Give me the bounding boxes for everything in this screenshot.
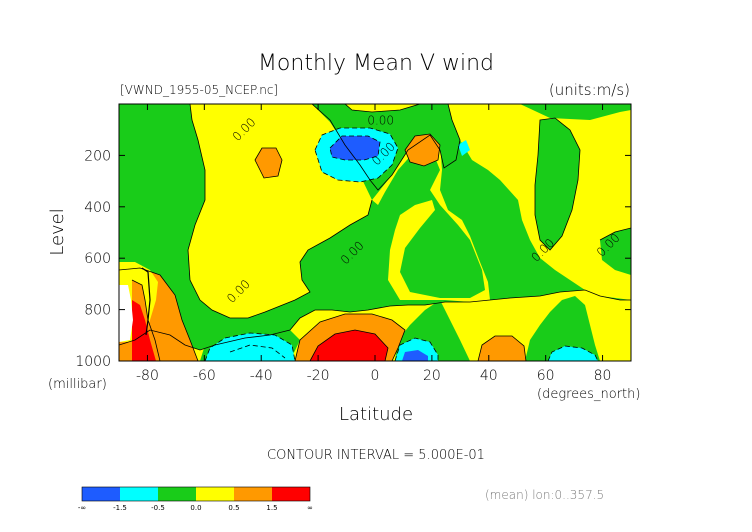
field-green-lower-right [525, 296, 600, 361]
y-tick-label: 400 [84, 200, 111, 216]
field-green-right-tongue [535, 118, 580, 250]
field-orange-lower-right [478, 336, 526, 361]
field-green-far-right [600, 228, 631, 275]
y-tick-label: 1000 [75, 354, 111, 370]
chart-title: Monthly Mean V wind [258, 51, 494, 76]
x-tick-label: -60 [193, 368, 216, 384]
x-tick-label: -80 [136, 368, 159, 384]
x-tick-label: 60 [537, 368, 555, 384]
field-cyan-lower-left [205, 333, 295, 361]
colorbar-swatch-0 [82, 487, 120, 501]
colorbar-label: 0.5 [228, 504, 239, 512]
x-tick-label: 80 [594, 368, 612, 384]
field-yellow-center [372, 135, 490, 302]
colorbar-label: -∞ [78, 504, 86, 512]
chart-subtitle-right: (units:m/s) [549, 81, 630, 99]
field-white-missing [119, 285, 133, 342]
colorbar-label: -1.5 [113, 504, 127, 512]
y-tick-label: 600 [84, 251, 111, 267]
contour-lines [119, 104, 631, 361]
colorbar-swatch-1 [120, 487, 158, 501]
field-orange-upper-center [405, 134, 440, 166]
x-axis: -80 -60 -40 -20 0 20 40 60 80 [136, 104, 611, 384]
x-tick-label: 0 [371, 368, 380, 384]
x-axis-label: Latitude [339, 404, 413, 425]
y-axis: 200 400 600 800 1000 [75, 148, 631, 370]
colorbar-label: 1.5 [266, 504, 277, 512]
field-orange-upper-left [255, 148, 282, 178]
colorbar-frame [81, 486, 311, 502]
colorbar-swatch-2 [158, 487, 196, 501]
contour-label-0: 0.00 [367, 114, 394, 128]
field-blue-upper [330, 136, 380, 160]
contour-interval: CONTOUR INTERVAL = 5.000E-01 [267, 448, 485, 463]
y-axis-units: (millibar) [48, 377, 107, 392]
x-tick-label: 40 [480, 368, 498, 384]
y-tick-label: 200 [84, 148, 111, 164]
y-tick-label: 800 [84, 303, 111, 319]
field-red-center [310, 330, 388, 361]
field-red-left [132, 300, 156, 361]
colorbar-label: ∞ [307, 504, 313, 512]
x-tick-label: -20 [307, 368, 330, 384]
colorbar: -∞ -1.5 -0.5 0.0 0.5 1.5 ∞ [78, 486, 313, 512]
colorbar-swatch-4 [234, 487, 272, 501]
x-tick-label: -40 [250, 368, 273, 384]
colorbar-label: -0.5 [151, 504, 165, 512]
field-blue-lower-center [402, 350, 428, 361]
x-axis-units: (degrees_north) [537, 387, 640, 402]
field-yellow-sliver [345, 104, 420, 112]
field-cyan-lower-right [548, 346, 598, 361]
field-cyan-small [458, 140, 470, 156]
x-tick-label: 20 [423, 368, 441, 384]
colorbar-label: 0.0 [190, 504, 201, 512]
contour-lines-negative [204, 127, 599, 361]
colorbar-swatch-5 [272, 487, 310, 501]
plot-area: 0.000.000.000.000.000.00 0.00 [119, 104, 631, 361]
y-axis-label: Level [47, 208, 68, 256]
chart-subtitle-left: [VWND_1955-05_NCEP.nc] [120, 83, 278, 97]
colorbar-swatch-3 [196, 487, 234, 501]
footer-text: (mean) lon:0..357.5 [485, 488, 604, 502]
